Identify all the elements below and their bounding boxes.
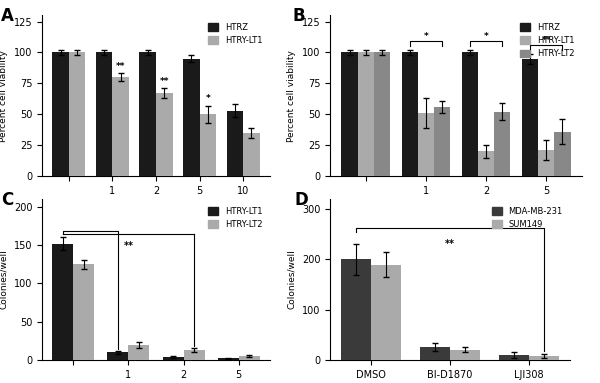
Bar: [418, 113, 434, 176]
Bar: [128, 345, 149, 360]
Text: DMSO: DMSO: [54, 213, 84, 223]
Text: C: C: [1, 191, 13, 209]
Bar: [200, 114, 216, 176]
Text: B: B: [292, 7, 305, 25]
Bar: [243, 133, 260, 176]
Bar: [239, 356, 260, 360]
Bar: [341, 260, 371, 360]
Bar: [218, 358, 239, 360]
Text: LJI308 (μM): LJI308 (μM): [379, 213, 434, 223]
Legend: HTRZ, HTRY-LT1, HTRY-LT2: HTRZ, HTRY-LT1, HTRY-LT2: [517, 20, 578, 62]
Bar: [420, 347, 450, 360]
Text: *: *: [424, 32, 428, 41]
Bar: [450, 350, 480, 360]
Y-axis label: Colonies/well: Colonies/well: [0, 250, 8, 309]
Text: **: **: [160, 77, 169, 86]
Bar: [478, 151, 494, 176]
Bar: [371, 265, 401, 360]
Text: **: **: [124, 241, 133, 251]
Bar: [52, 52, 69, 176]
Bar: [554, 132, 571, 176]
Bar: [139, 52, 156, 176]
Bar: [163, 357, 184, 360]
Text: **: **: [116, 62, 125, 71]
Text: LJI308 (μM): LJI308 (μM): [68, 213, 124, 223]
Text: A: A: [1, 7, 14, 25]
Text: **: **: [541, 36, 551, 45]
Text: *: *: [484, 32, 488, 41]
Bar: [184, 350, 205, 360]
Text: DMSO: DMSO: [351, 213, 381, 223]
Bar: [529, 356, 559, 360]
Text: D: D: [294, 191, 308, 209]
Legend: HTRZ, HTRY-LT1: HTRZ, HTRY-LT1: [205, 20, 266, 48]
Bar: [538, 150, 554, 176]
Bar: [341, 52, 358, 176]
Bar: [112, 77, 129, 176]
Text: **: **: [445, 239, 455, 249]
Bar: [107, 352, 128, 360]
Bar: [494, 112, 511, 176]
Legend: HTRY-LT1, HTRY-LT2: HTRY-LT1, HTRY-LT2: [205, 203, 266, 232]
Bar: [522, 59, 538, 176]
Text: *: *: [205, 94, 210, 103]
Bar: [96, 52, 112, 176]
Y-axis label: Percent cell viability: Percent cell viability: [287, 50, 296, 142]
Bar: [462, 52, 478, 176]
Bar: [156, 93, 173, 176]
Legend: MDA-MB-231, SUM149: MDA-MB-231, SUM149: [488, 203, 566, 232]
Bar: [52, 244, 73, 360]
Bar: [183, 59, 200, 176]
Bar: [227, 111, 243, 176]
Bar: [434, 107, 450, 176]
Bar: [73, 264, 94, 360]
Bar: [401, 52, 418, 176]
Bar: [374, 52, 390, 176]
Y-axis label: Colonies/well: Colonies/well: [287, 250, 296, 309]
Bar: [499, 355, 529, 360]
Bar: [358, 52, 374, 176]
Y-axis label: Percent cell viability: Percent cell viability: [0, 50, 8, 142]
Bar: [69, 52, 85, 176]
